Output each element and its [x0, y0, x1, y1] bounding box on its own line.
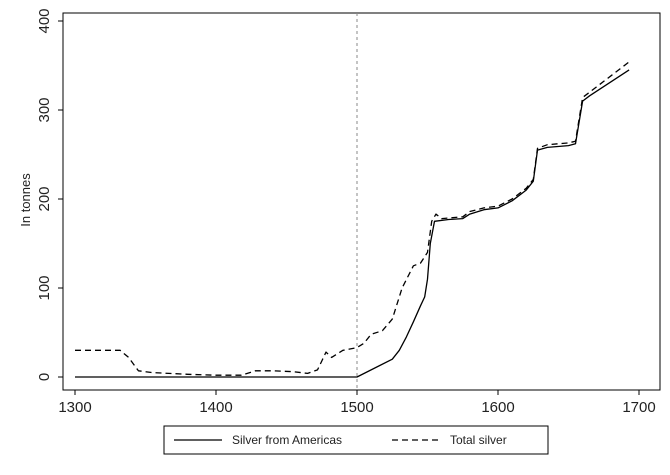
legend-box: [163, 425, 549, 455]
x-tick-label: 1400: [199, 399, 232, 416]
x-tick-label: 1300: [58, 399, 91, 416]
x-tick-label: 1700: [622, 399, 655, 416]
y-tick-label: 100: [36, 275, 53, 300]
axes: 0 100 200 300 400 1300 1400 1500 1600 1700: [36, 8, 656, 416]
y-tick-label: 300: [36, 97, 53, 122]
series-line-1: [75, 69, 630, 378]
plot-frame: [62, 12, 661, 391]
y-axis-title: In tonnes: [18, 173, 33, 227]
plot-area: [62, 12, 661, 391]
x-tick-label: 1500: [340, 399, 373, 416]
series-line-2: [75, 61, 630, 376]
x-tick-label: 1600: [481, 399, 514, 416]
series-group: [75, 61, 630, 378]
y-tick-label: 0: [36, 373, 53, 381]
legend-label-1: Silver from Americas: [232, 433, 342, 447]
y-tick-label: 400: [36, 8, 53, 33]
legend-label-2: Total silver: [450, 433, 507, 447]
y-tick-label: 200: [36, 186, 53, 211]
legend: Silver from Americas Total silver: [163, 425, 549, 455]
